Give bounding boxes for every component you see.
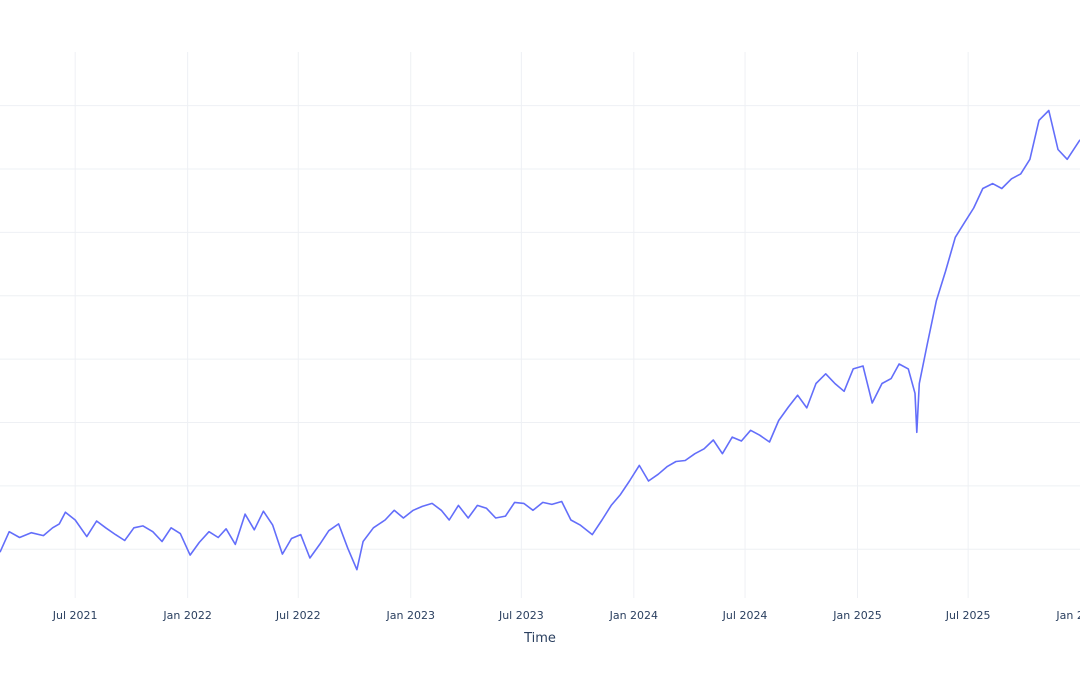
plot-area bbox=[0, 109, 1080, 571]
y-gridlines bbox=[0, 105, 1080, 550]
x-tick-label: Jan 2022 bbox=[162, 609, 211, 622]
x-tick-label: Jul 2025 bbox=[945, 609, 991, 622]
x-gridlines bbox=[74, 52, 969, 598]
x-tick-label: Jan 2026 bbox=[1055, 609, 1080, 622]
x-tick-label: Jan 2024 bbox=[609, 609, 658, 622]
x-tick-label: Jan 2025 bbox=[832, 609, 881, 622]
x-axis-title: Time bbox=[523, 631, 556, 646]
x-tick-label: Jul 2022 bbox=[275, 609, 321, 622]
x-tick-label: Jul 2023 bbox=[498, 609, 544, 622]
x-tick-label: Jan 2023 bbox=[386, 609, 435, 622]
x-tick-label: Jul 2021 bbox=[52, 609, 98, 622]
x-axis-ticks: Jul 2021 Jan 2022 Jul 2022 Jan 2023 Jul 2023… bbox=[52, 609, 1080, 622]
x-tick-label: Jul 2024 bbox=[722, 609, 768, 622]
series-line bbox=[0, 109, 1080, 571]
